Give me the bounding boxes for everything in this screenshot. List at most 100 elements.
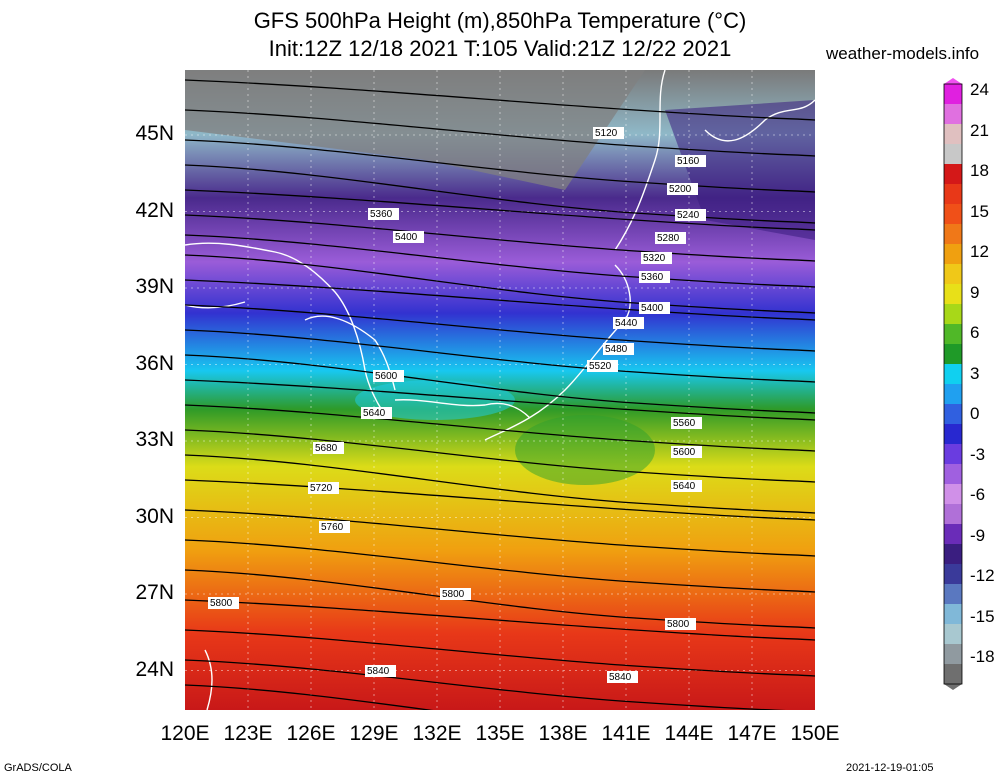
contour-label: 5800 (665, 618, 696, 630)
colorbar-label: 6 (970, 323, 980, 342)
colorbar-label: -12 (970, 566, 995, 585)
lon-tick-label: 135E (475, 722, 525, 745)
lat-tick-label: 27N (135, 581, 174, 604)
contour-label: 5800 (440, 588, 471, 600)
height-contour (185, 404, 815, 452)
lon-tick-label: 132E (412, 722, 462, 745)
colorbar-segment (944, 464, 962, 485)
lon-tick-label: 141E (601, 722, 651, 745)
colorbar-label: 21 (970, 120, 989, 140)
svg-text:5200: 5200 (669, 184, 692, 195)
contour-label: 5360 (639, 271, 670, 283)
lat-tick-label: 36N (135, 351, 174, 375)
map-title-line1: GFS 500hPa Height (m),850hPa Temperature… (253, 8, 747, 33)
colorbar-label: 24 (970, 80, 989, 99)
lon-tick-label: 129E (349, 722, 399, 745)
contour-label: 5840 (365, 665, 396, 677)
svg-text:5280: 5280 (657, 233, 680, 244)
colorbar-segment (944, 204, 962, 225)
height-contour (185, 234, 815, 288)
contour-label: 5400 (639, 302, 670, 314)
colorbar-segment (944, 124, 962, 145)
height-contour (185, 569, 815, 629)
height-contour (185, 479, 815, 521)
lon-tick-label: 123E (223, 722, 273, 745)
height-contour (185, 164, 815, 224)
colorbar-label: 12 (970, 242, 989, 261)
colorbar-segment (944, 544, 962, 565)
lat-tick-label: 24N (135, 657, 174, 681)
colorbar-label: 9 (970, 282, 980, 302)
svg-text:5320: 5320 (643, 253, 666, 264)
lon-tick-label: 147E (727, 722, 777, 745)
colorbar-segment (944, 104, 962, 125)
svg-text:5800: 5800 (210, 598, 233, 609)
colorbar-label: -9 (970, 525, 986, 545)
svg-text:5360: 5360 (641, 272, 664, 283)
svg-text:5360: 5360 (370, 209, 393, 220)
map-title-line2: Init:12Z 12/18 2021 T:105 Valid:21Z 12/2… (268, 36, 732, 61)
height-contour (185, 629, 815, 677)
contour-label: 5200 (667, 183, 698, 195)
colorbar-segment (944, 164, 962, 185)
colorbar-segment (944, 224, 962, 245)
site-credit: weather-models.info (826, 44, 980, 63)
lat-tick-label: 39N (135, 275, 174, 298)
lon-tick-label: 120E (160, 722, 210, 745)
svg-text:5800: 5800 (442, 589, 465, 600)
colorbar-segment (944, 284, 962, 305)
contour-label: 5600 (671, 446, 702, 458)
lat-tick-label: 33N (135, 428, 174, 451)
svg-text:5160: 5160 (677, 156, 700, 167)
svg-text:5600: 5600 (673, 447, 696, 458)
colorbar-segment (944, 324, 962, 345)
colorbar-segment (944, 264, 962, 285)
height-contour (185, 279, 815, 321)
svg-text:5400: 5400 (641, 303, 664, 314)
colorbar-segment (944, 84, 962, 105)
height-contour (185, 539, 815, 593)
lon-tick-label: 138E (538, 722, 588, 745)
svg-text:5400: 5400 (395, 232, 418, 243)
colorbar-label: 3 (970, 363, 980, 383)
svg-text:5480: 5480 (605, 344, 628, 355)
colorbar-segment (944, 384, 962, 405)
height-contour (185, 599, 815, 641)
svg-text:5560: 5560 (673, 418, 696, 429)
colorbar-segment (944, 524, 962, 545)
height-contour (185, 354, 815, 414)
lon-tick-label: 144E (664, 722, 714, 745)
contour-label: 5640 (671, 480, 702, 492)
contour-label: 5320 (641, 252, 672, 264)
footer-right: 2021-12-19-01:05 (846, 762, 934, 774)
colorbar-segment (944, 484, 962, 505)
svg-text:5440: 5440 (615, 318, 638, 329)
contour-label: 5440 (613, 317, 644, 329)
svg-text:5800: 5800 (667, 619, 690, 630)
colorbar-segment (944, 504, 962, 525)
contour-label: 5840 (607, 671, 638, 683)
svg-text:5640: 5640 (363, 408, 386, 419)
colorbar-label: -15 (970, 606, 995, 626)
contour-label: 5760 (319, 521, 350, 533)
contour-label: 5720 (308, 482, 339, 494)
height-contour (185, 304, 815, 352)
contour-label: 5680 (313, 442, 344, 454)
svg-text:5240: 5240 (677, 210, 700, 221)
colorbar-segment (944, 364, 962, 385)
svg-text:5760: 5760 (321, 522, 344, 533)
height-contour (185, 139, 815, 193)
lat-tick-label: 42N (135, 198, 174, 222)
colorbar-segment (944, 184, 962, 205)
colorbar-segment (944, 564, 962, 585)
svg-text:5640: 5640 (673, 481, 696, 492)
colorbar-label: -18 (970, 647, 995, 666)
weather-map: 5120 5160 5200 5240 5280 5320 5360 5360 5400 5400… (185, 70, 815, 710)
colorbar-segment (944, 344, 962, 365)
colorbar-segment (944, 604, 962, 625)
height-contour (185, 79, 815, 121)
height-contour (185, 254, 815, 314)
colorbar-label: -3 (970, 444, 986, 464)
colorbar-segment (944, 444, 962, 465)
contour-label: 5520 (587, 360, 618, 372)
